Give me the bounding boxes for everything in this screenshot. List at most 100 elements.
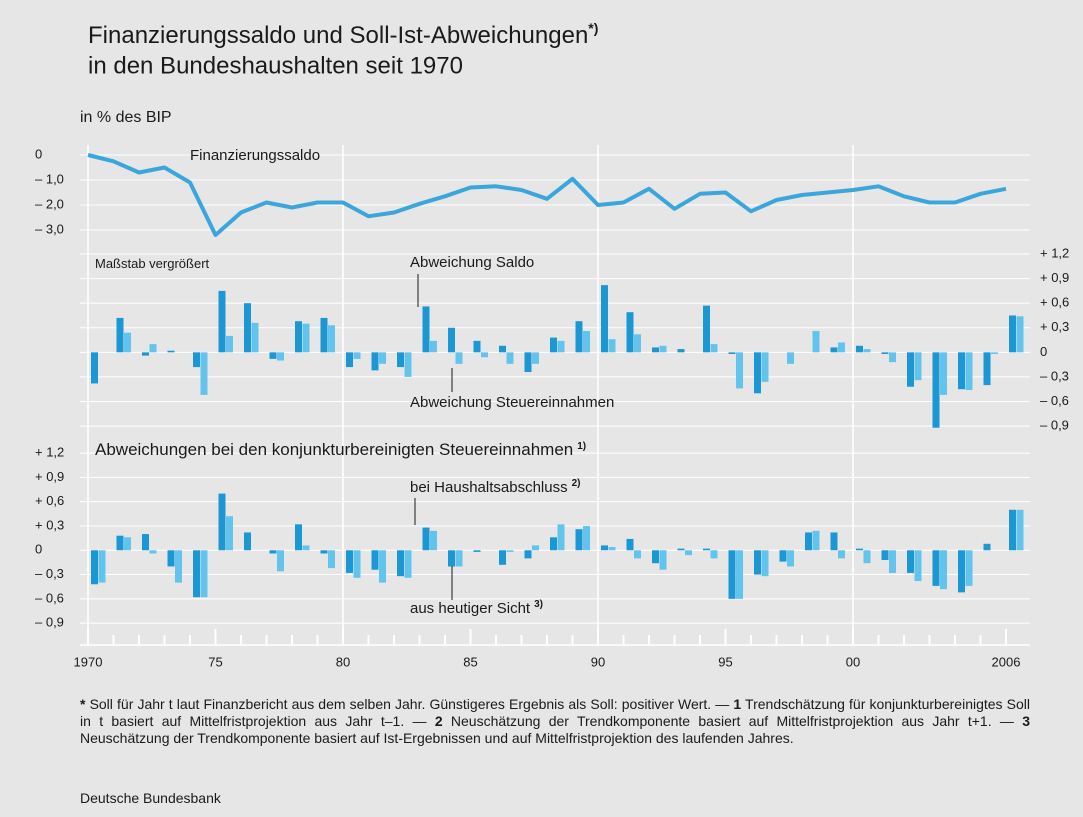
note-marker: 1 — [733, 696, 742, 712]
bar — [422, 527, 430, 551]
bar — [856, 548, 863, 551]
bar — [685, 550, 692, 556]
y-tick-label: 0 — [35, 146, 42, 161]
y-tick-label: + 0,9 — [1040, 270, 1069, 285]
bar — [659, 550, 667, 570]
bar — [965, 550, 973, 586]
bar — [958, 352, 965, 390]
panel-title: Maßstab vergrößert — [95, 256, 210, 271]
bar — [448, 327, 455, 353]
bar — [455, 352, 463, 364]
y-tick-label: – 0,6 — [1040, 393, 1069, 408]
y-tick-label: – 3,0 — [35, 221, 64, 236]
series-note: 2) — [572, 478, 581, 489]
y-tick-label: – 1,0 — [35, 171, 64, 186]
series-name: Abweichung Saldo — [410, 254, 534, 271]
bar — [302, 323, 310, 353]
bar — [193, 352, 200, 368]
bar — [652, 550, 659, 564]
bar — [532, 352, 539, 364]
footnotes: * Soll für Jahr t laut Finanzbericht aus… — [80, 696, 1030, 747]
bar — [353, 550, 361, 578]
panel-title: Abweichungen bei den konjunkturbereinigt… — [95, 440, 586, 459]
bar — [659, 345, 667, 353]
bar — [583, 331, 590, 353]
bar — [728, 352, 736, 354]
bar — [473, 550, 481, 552]
bar — [889, 550, 896, 573]
bar — [320, 550, 328, 554]
bar — [91, 550, 98, 585]
bar — [626, 312, 634, 353]
bar — [302, 545, 310, 551]
y-tick-label: + 1,2 — [35, 445, 64, 460]
bar — [1016, 509, 1024, 551]
bar — [226, 335, 233, 353]
note-marker: 3 — [1022, 713, 1030, 729]
source: Deutsche Bundesbank — [80, 790, 221, 806]
bar — [481, 352, 488, 358]
bar — [601, 545, 608, 551]
labels: 0 – 1,0 – 2,0 – 3,0 in % des BIP Finanzierung… — [35, 109, 1069, 669]
bar — [940, 352, 947, 395]
bar — [863, 349, 871, 353]
bar — [404, 550, 412, 578]
y-tick-label: + 0,3 — [1040, 319, 1069, 334]
y-tick-label: 0 — [35, 542, 42, 557]
bar — [346, 352, 353, 368]
y-tick-label: 0 — [1040, 344, 1047, 359]
bar — [575, 321, 583, 353]
bar — [736, 352, 743, 389]
bar — [167, 550, 175, 567]
bar — [881, 550, 889, 560]
bar — [907, 352, 914, 387]
bar — [728, 550, 736, 599]
bar — [218, 290, 226, 353]
bar — [812, 530, 820, 551]
series-label: Finanzierungssaldo — [190, 147, 320, 164]
bar — [550, 337, 557, 353]
note-marker: 2 — [434, 713, 443, 729]
bar — [142, 352, 149, 356]
bar — [422, 306, 430, 353]
bar — [430, 340, 437, 353]
bar — [583, 525, 590, 551]
note-text: Trendschätzung für konjunkturbereinigtes… — [80, 696, 1031, 729]
bar — [677, 349, 685, 353]
y-tick-label: + 0,6 — [1040, 295, 1069, 310]
bar — [404, 352, 412, 377]
bar — [787, 352, 794, 364]
bar — [863, 550, 871, 564]
bar — [116, 535, 124, 551]
series-name: aus heutiger Sicht — [410, 600, 531, 617]
bar — [142, 534, 149, 551]
bar — [856, 345, 863, 353]
bar — [244, 532, 251, 551]
chart: Finanzierungssaldo und Soll-Ist-Abweichu… — [35, 20, 1069, 670]
series-name: Abweichung Steuereinnahmen — [410, 394, 614, 411]
bar — [91, 352, 98, 384]
bar — [473, 340, 481, 353]
bar — [251, 322, 259, 353]
panel-title-note: 1) — [577, 441, 586, 452]
y-tick-label: – 2,0 — [35, 196, 64, 211]
bar — [397, 352, 404, 368]
bar — [736, 550, 743, 599]
bar — [98, 550, 106, 583]
bar — [710, 344, 718, 353]
y-tick-label: – 0,9 — [35, 615, 64, 630]
title-line: Finanzierungssaldo und Soll-Ist-Abweichu… — [88, 22, 588, 49]
bar — [754, 550, 761, 575]
y-tick-label: – 0,3 — [1040, 368, 1069, 383]
chart-title: in den Bundeshaushalten seit 1970 — [88, 52, 463, 79]
bar — [506, 550, 514, 552]
bar — [761, 550, 769, 577]
x-tick-label: 90 — [591, 654, 605, 669]
series-label: Abweichung Saldo — [410, 254, 534, 271]
note-marker: * — [80, 696, 86, 712]
bar — [532, 545, 539, 551]
bar — [116, 317, 124, 353]
leader-lines — [414, 274, 453, 600]
bar — [805, 532, 812, 551]
